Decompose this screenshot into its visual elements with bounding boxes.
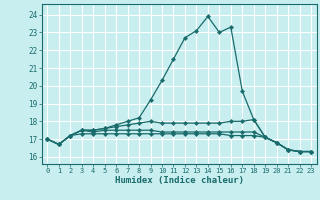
X-axis label: Humidex (Indice chaleur): Humidex (Indice chaleur) [115, 176, 244, 185]
